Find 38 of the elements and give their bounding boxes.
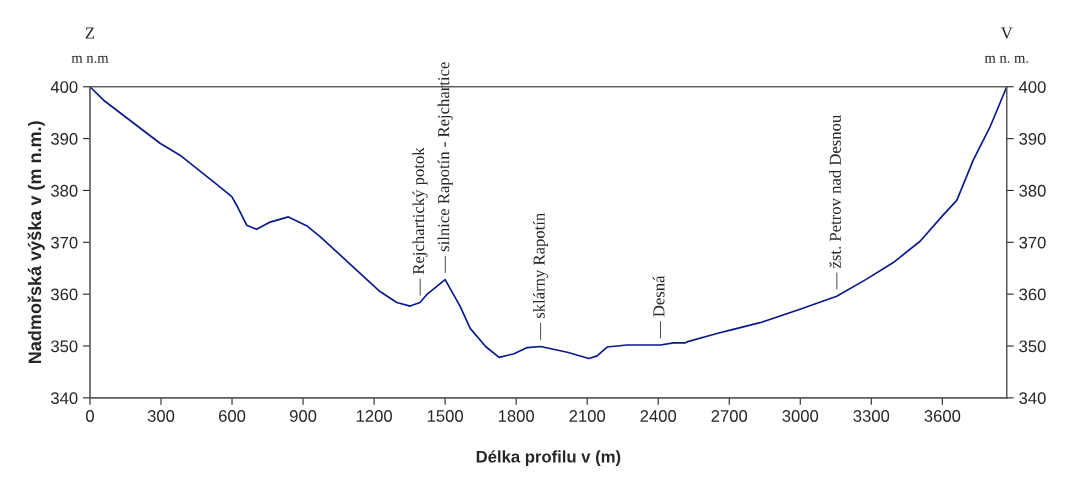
y2-tick-label: 380 <box>1019 184 1046 197</box>
x-tick-label: 3600 <box>924 410 961 422</box>
y-tick-label: 360 <box>50 288 78 301</box>
x-tick-label: 1800 <box>498 410 535 422</box>
x-tick-label: 2700 <box>711 410 748 422</box>
text: V <box>1000 27 1013 39</box>
x-tick-label: 3300 <box>853 410 890 422</box>
y2-tick-label: 360 <box>1019 288 1046 301</box>
text: m n.m <box>71 55 109 63</box>
x-tick-label: 900 <box>289 410 317 422</box>
annotation: — Desná <box>652 275 665 339</box>
y2-tick-label: 400 <box>1018 81 1046 93</box>
x-tick-label: 1200 <box>356 410 392 422</box>
annotation: — silnice Rapotín - Rejchartice <box>437 62 453 273</box>
x-tick-label: 2400 <box>640 410 677 422</box>
y2-tick-label: 340 <box>1019 392 1046 405</box>
y2-tick-label: 370 <box>1019 236 1046 249</box>
y-tick-label: 350 <box>50 340 78 353</box>
text: Z <box>85 27 95 39</box>
annotation: — sklárny Rapotín <box>532 212 549 340</box>
x-tick-label: 2100 <box>569 410 606 422</box>
x-tick-label: 1500 <box>427 410 464 422</box>
y2-tick-label: 350 <box>1019 340 1046 353</box>
x-axis-title: Délka profilu v (m) <box>476 450 621 466</box>
y-tick-label: 340 <box>50 392 78 405</box>
annotation: — Rejchartický potok <box>412 147 428 296</box>
annotation: — žst. Petrov nad Desnou <box>829 115 841 290</box>
x-tick-label: 600 <box>218 410 246 422</box>
y-tick-label: 380 <box>50 184 78 197</box>
y-tick-label: 400 <box>50 81 78 93</box>
y-tick-label: 390 <box>50 133 78 145</box>
y-tick-label: 370 <box>50 236 78 249</box>
x-tick-label: 0 <box>85 410 94 422</box>
y2-tick-label: 390 <box>1019 133 1046 145</box>
x-tick-label: 300 <box>147 410 175 422</box>
x-tick-label: 3000 <box>782 410 819 422</box>
text: m n. m. <box>984 55 1029 63</box>
y-axis-title: Nadmořská výška v (m n.m.) <box>27 121 45 364</box>
